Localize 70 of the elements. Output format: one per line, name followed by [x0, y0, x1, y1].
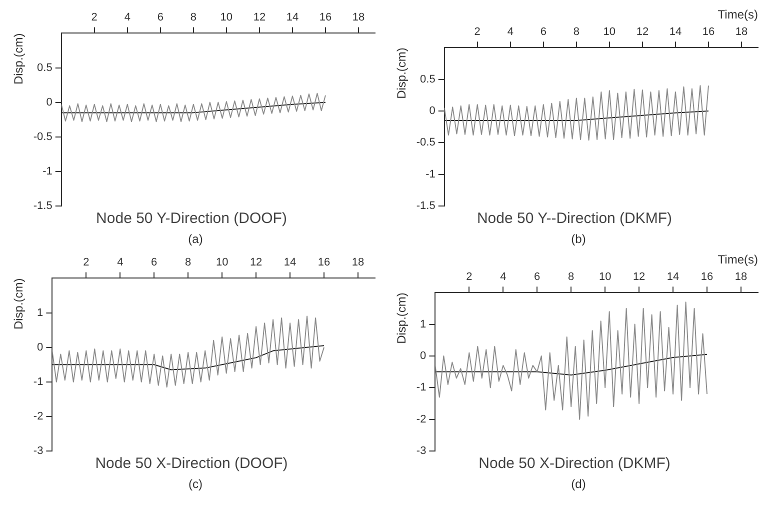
x-tick-label: 8	[190, 12, 196, 24]
text: Node 50 X-Direction (DOOF)	[95, 455, 288, 472]
text: (c)	[188, 476, 204, 493]
y-tick-label: 0.5	[420, 73, 436, 86]
x-tick-label: 12	[636, 26, 649, 38]
text: Node 50 Y--Direction (DKMF)	[476, 210, 672, 228]
y-tick-label: 0	[46, 96, 52, 108]
x-tick-label: 6	[540, 26, 546, 38]
y-tick-label: -0.5	[33, 130, 52, 143]
x-axis-title: Time(s)	[718, 252, 758, 267]
y-tick-label: 0	[420, 350, 426, 362]
x-tick-label: 16	[318, 256, 330, 269]
y-tick-label: -2	[416, 413, 426, 426]
y-tick-label: -1	[33, 376, 44, 388]
y-axis-title: Disp.(cm)	[12, 33, 26, 85]
x-tick-label: 14	[286, 12, 299, 24]
x-tick-label: 16	[319, 12, 332, 24]
x-tick-label: 4	[124, 12, 130, 24]
x-tick-label: 12	[253, 12, 266, 24]
x-tick-label: 10	[598, 271, 612, 284]
x-tick-label: 16	[702, 26, 715, 38]
x-tick-label: 2	[466, 271, 472, 284]
x-tick-label: 14	[669, 26, 682, 38]
x-tick-label: 14	[284, 256, 296, 269]
x-tick-label: 8	[573, 26, 580, 38]
y-tick-label: -1	[416, 382, 426, 394]
y-tick-label: 0	[429, 104, 436, 117]
x-tick-label: 10	[216, 256, 228, 269]
y-tick-label: 0	[37, 341, 44, 354]
y-axis-title: Disp.(cm)	[394, 48, 409, 99]
y-tick-label: 1	[420, 318, 426, 330]
x-tick-label: 18	[734, 271, 748, 284]
x-tick-label: 4	[507, 26, 514, 38]
x-tick-label: 4	[500, 271, 506, 284]
x-tick-label: 18	[735, 26, 748, 38]
y-tick-label: -3	[416, 445, 426, 458]
y-axis-title: Disp.(cm)	[12, 278, 26, 330]
x-tick-label: 6	[157, 12, 164, 24]
y-axis-title: Disp.(cm)	[394, 292, 409, 344]
x-tick-label: 8	[185, 256, 192, 269]
y-tick-label: 0.5	[37, 62, 52, 74]
x-axis-title: Time(s)	[718, 8, 758, 22]
x-tick-label: 2	[474, 26, 480, 38]
x-tick-label: 6	[534, 271, 540, 284]
text: (a)	[187, 231, 204, 248]
y-tick-label: -1	[426, 168, 436, 180]
x-tick-label: 2	[83, 256, 90, 269]
x-tick-label: 12	[632, 271, 646, 284]
x-tick-label: 18	[352, 256, 364, 269]
x-tick-label: 8	[568, 271, 574, 284]
text: Node 50 X-Direction (DKMF)	[478, 455, 670, 472]
text: (b)	[570, 231, 587, 248]
text: Node 50 Y-Direction (DOOF)	[96, 210, 287, 228]
x-tick-label: 18	[352, 12, 365, 24]
x-tick-label: 2	[91, 12, 98, 24]
x-tick-label: 12	[250, 256, 262, 269]
x-tick-label: 16	[700, 271, 714, 284]
y-tick-label: -1	[42, 165, 52, 178]
y-tick-label: -1.5	[33, 200, 52, 212]
x-tick-label: 4	[117, 256, 124, 269]
y-tick-label: -2	[33, 410, 44, 422]
y-tick-label: -3	[33, 445, 44, 458]
y-tick-label: -0.5	[416, 136, 436, 149]
x-tick-label: 10	[603, 26, 616, 38]
x-tick-label: 14	[666, 271, 680, 284]
y-tick-label: 1	[37, 306, 44, 319]
y-tick-label: -1.5	[416, 200, 436, 212]
text: (d)	[570, 476, 587, 493]
x-tick-label: 10	[220, 12, 233, 24]
x-tick-label: 6	[151, 256, 158, 269]
